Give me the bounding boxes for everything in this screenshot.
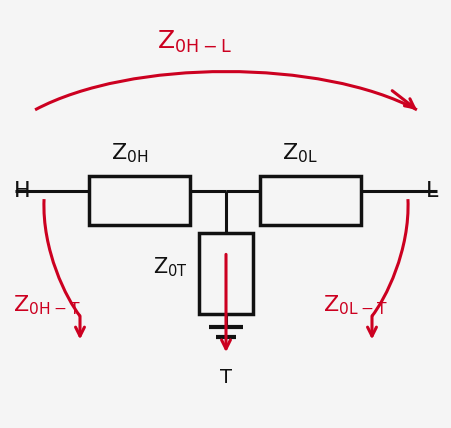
Text: $\mathsf{L}$: $\mathsf{L}$ xyxy=(424,181,438,201)
Bar xyxy=(259,176,360,225)
Text: $\mathsf{Z_{0H}}$: $\mathsf{Z_{0H}}$ xyxy=(110,142,148,165)
Bar xyxy=(198,233,253,314)
Text: $\mathsf{H}$: $\mathsf{H}$ xyxy=(13,181,29,201)
Text: $\mathsf{Z_{0H-L}}$: $\mathsf{Z_{0H-L}}$ xyxy=(157,29,231,55)
Bar xyxy=(89,176,189,225)
Text: $\mathsf{Z_{0L-T}}$: $\mathsf{Z_{0L-T}}$ xyxy=(322,294,387,317)
Text: $\mathsf{Z_{0L}}$: $\mathsf{Z_{0L}}$ xyxy=(281,142,318,165)
Text: $\mathsf{T}$: $\mathsf{T}$ xyxy=(219,368,232,387)
Text: $\mathsf{Z_{0T}}$: $\mathsf{Z_{0T}}$ xyxy=(153,256,188,279)
Text: $\mathsf{Z_{0H-T}}$: $\mathsf{Z_{0H-T}}$ xyxy=(13,294,80,317)
